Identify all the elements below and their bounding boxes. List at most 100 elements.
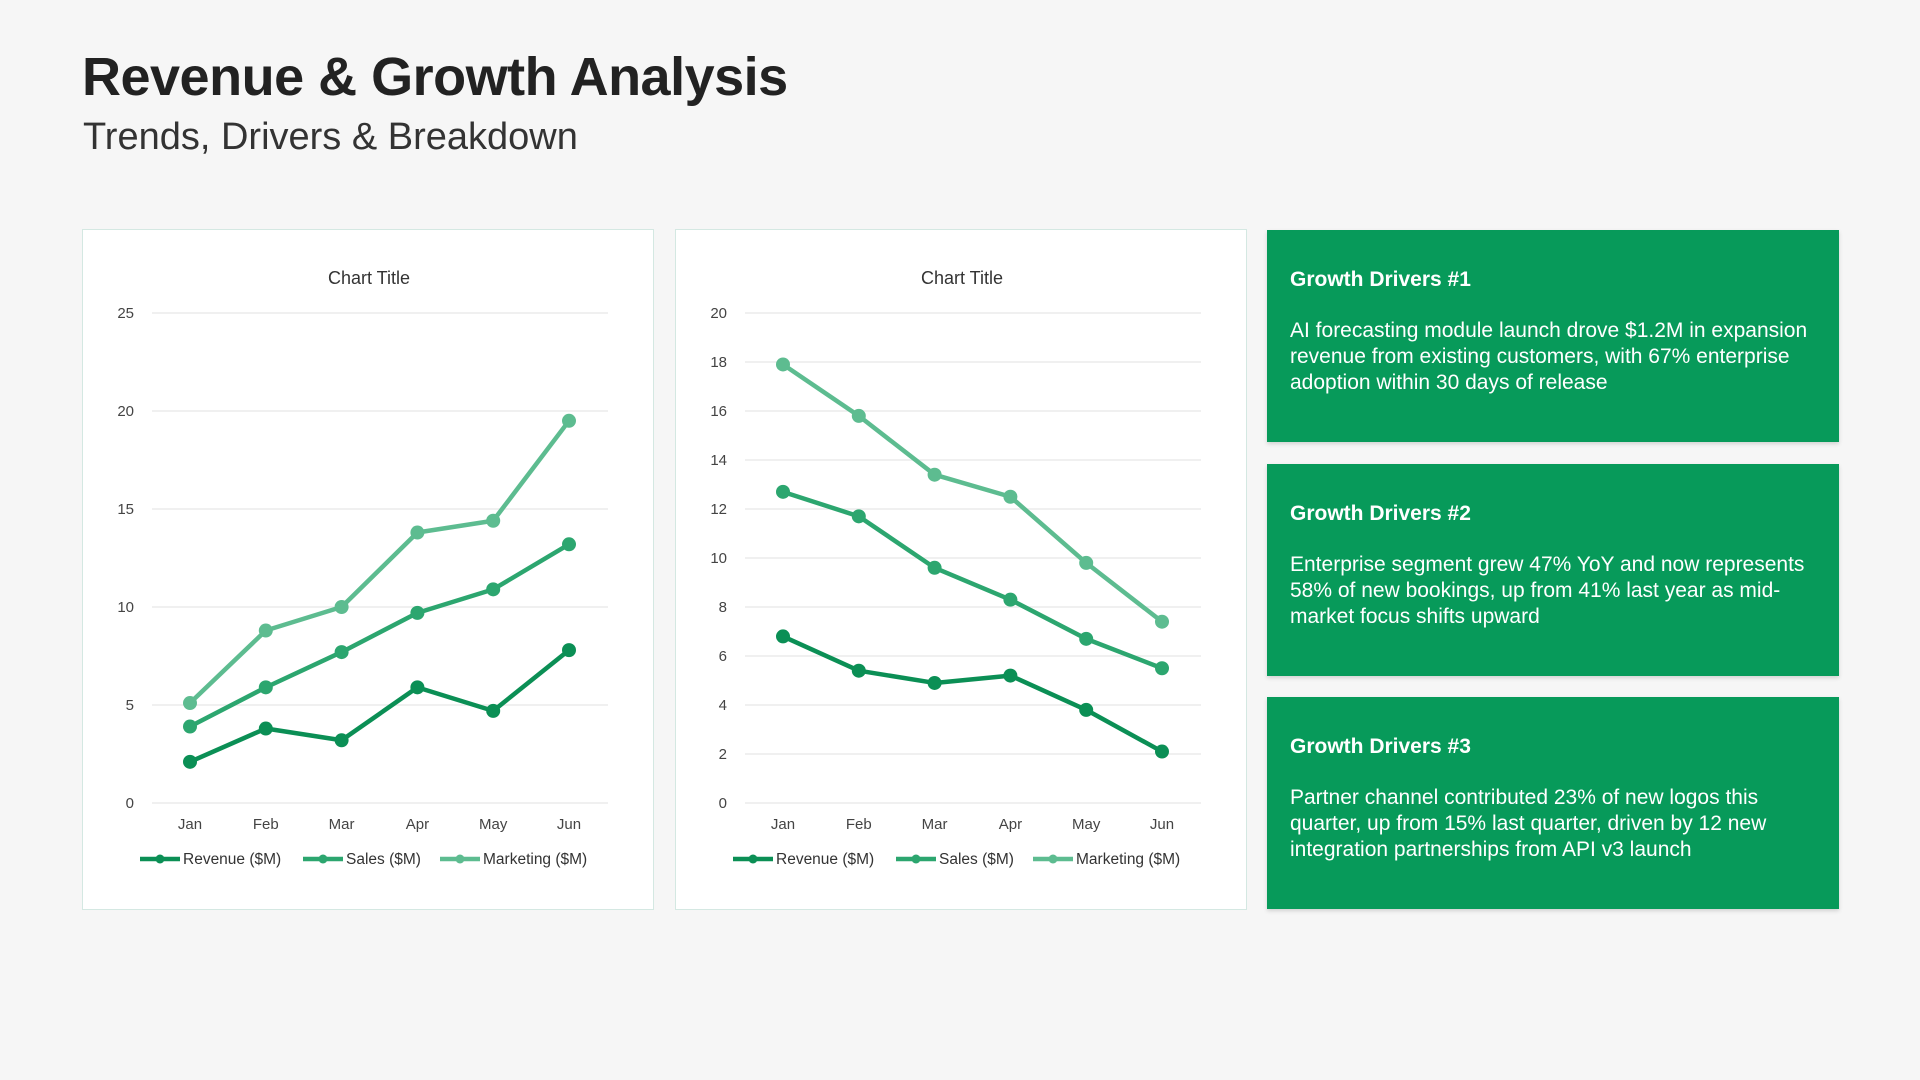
page-title: Revenue & Growth Analysis <box>82 47 788 107</box>
series-line-0 <box>782 634 1164 754</box>
x-tick-label: Apr <box>999 816 1022 833</box>
line-chart-1: Chart Title 0 5 10 15 20 25 Jan Feb Mar Apr May Jun R… <box>117 268 608 868</box>
growth-driver-card-3: Growth Drivers #3 Partner channel contri… <box>1267 697 1839 909</box>
legend-marker <box>748 854 758 864</box>
x-tick-label: Apr <box>406 816 429 833</box>
data-point <box>1079 631 1094 646</box>
data-point <box>183 696 197 711</box>
legend-marker <box>455 854 465 864</box>
legend-marker <box>318 854 328 864</box>
growth-driver-card-2: Growth Drivers #2 Enterprise segment gre… <box>1267 464 1839 676</box>
data-point <box>1079 555 1094 570</box>
series-line-2 <box>188 419 571 705</box>
legend-marker <box>1048 854 1058 864</box>
y-tick-label: 20 <box>117 403 134 420</box>
data-point <box>927 560 942 575</box>
x-tick-label: Jun <box>1150 816 1174 833</box>
data-point <box>1003 489 1018 504</box>
data-point <box>851 408 866 423</box>
x-tick-label: Jan <box>178 816 202 833</box>
data-point <box>410 605 425 620</box>
data-point <box>334 733 349 748</box>
data-point <box>851 663 866 678</box>
data-point <box>927 467 942 482</box>
data-point <box>562 537 576 552</box>
chart-title: Chart Title <box>328 268 410 288</box>
data-point <box>1155 661 1169 676</box>
x-tick-label: May <box>479 816 508 833</box>
y-tick-label: 18 <box>710 354 727 371</box>
growth-driver-card-1: Growth Drivers #1 AI forecasting module … <box>1267 230 1839 442</box>
data-point <box>183 719 197 734</box>
series-line-1 <box>782 489 1163 671</box>
y-tick-label: 2 <box>719 746 727 763</box>
data-point <box>410 525 425 540</box>
data-point <box>1155 744 1169 759</box>
card-title: Growth Drivers #2 <box>1290 502 1471 525</box>
y-tick-label: 14 <box>710 452 727 469</box>
y-tick-label: 6 <box>719 648 727 665</box>
card-body: AI forecasting module launch drove $1.2M… <box>1290 319 1808 394</box>
data-point <box>258 721 273 736</box>
legend-label: Marketing ($M) <box>1076 851 1180 868</box>
data-point <box>562 643 576 658</box>
series-line-2 <box>781 362 1164 624</box>
data-point <box>334 645 349 660</box>
legend-marker <box>911 854 921 864</box>
x-tick-label: Mar <box>922 816 948 833</box>
data-point <box>1003 668 1018 683</box>
y-tick-label: 4 <box>719 697 727 714</box>
x-tick-label: Feb <box>253 816 279 833</box>
data-point <box>258 680 273 695</box>
data-point <box>183 754 197 769</box>
x-tick-label: Jan <box>771 816 795 833</box>
data-point <box>486 703 501 718</box>
data-point <box>776 484 790 499</box>
data-point <box>776 357 790 372</box>
legend-label: Revenue ($M) <box>183 851 281 868</box>
y-tick-label: 8 <box>719 599 727 616</box>
data-point <box>486 582 501 597</box>
data-point <box>1003 592 1018 607</box>
y-tick-label: 20 <box>710 305 727 322</box>
data-point <box>776 629 790 644</box>
data-point <box>562 413 576 428</box>
chart-panel-1: Chart Title 0 5 10 15 20 25 Jan Feb Mar Apr May Jun R… <box>82 229 654 910</box>
card-body: Enterprise segment grew 47% YoY and now … <box>1290 553 1805 628</box>
y-tick-label: 0 <box>719 795 727 812</box>
series-line-1 <box>188 542 571 729</box>
x-tick-label: Jun <box>557 816 581 833</box>
y-tick-label: 12 <box>710 501 727 518</box>
data-point <box>1079 702 1094 717</box>
legend-label: Revenue ($M) <box>776 851 874 868</box>
data-point <box>486 513 501 528</box>
x-tick-label: Feb <box>846 816 872 833</box>
legend-marker <box>155 854 165 864</box>
y-tick-label: 0 <box>126 795 134 812</box>
data-point <box>334 600 349 614</box>
y-tick-label: 15 <box>117 501 134 518</box>
y-tick-label: 10 <box>710 550 727 567</box>
legend-label: Sales ($M) <box>346 851 421 868</box>
chart-panel-2: Chart Title 0 2 4 6 8 10 12 14 16 18 20 Jan Feb Mar Apr… <box>675 229 1247 910</box>
x-tick-label: May <box>1072 816 1101 833</box>
card-body: Partner channel contributed 23% of new l… <box>1290 786 1767 861</box>
x-tick-label: Mar <box>329 816 355 833</box>
data-point <box>927 675 942 690</box>
data-point <box>851 509 866 524</box>
data-point <box>410 680 425 695</box>
legend-label: Sales ($M) <box>939 851 1014 868</box>
y-tick-label: 5 <box>126 697 134 714</box>
line-chart-2: Chart Title 0 2 4 6 8 10 12 14 16 18 20 Jan Feb Mar Apr… <box>710 268 1201 868</box>
page-subtitle: Trends, Drivers & Breakdown <box>83 116 578 158</box>
data-point <box>258 623 273 638</box>
series-line-0 <box>189 648 571 764</box>
card-title: Growth Drivers #1 <box>1290 268 1471 291</box>
chart-title: Chart Title <box>921 268 1003 288</box>
y-tick-label: 10 <box>117 599 134 616</box>
card-title: Growth Drivers #3 <box>1290 735 1471 758</box>
data-point <box>1155 614 1169 629</box>
legend-label: Marketing ($M) <box>483 851 587 868</box>
y-tick-label: 25 <box>117 305 134 322</box>
y-tick-label: 16 <box>710 403 727 420</box>
